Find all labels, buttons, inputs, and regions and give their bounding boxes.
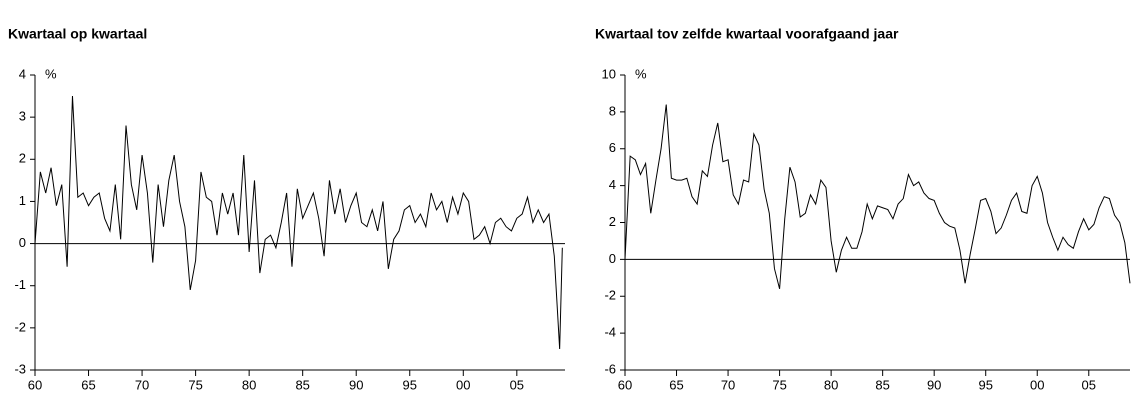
x-tick-label: 90 bbox=[349, 377, 363, 392]
y-tick-label: -3 bbox=[14, 361, 26, 376]
y-tick-label: 1 bbox=[19, 193, 26, 208]
x-tick-label: 80 bbox=[242, 377, 256, 392]
y-tick-label: -6 bbox=[604, 361, 616, 376]
x-tick-label: 65 bbox=[669, 377, 683, 392]
x-tick-label: 70 bbox=[135, 377, 149, 392]
chart-title: Kwartaal op kwartaal bbox=[8, 26, 147, 42]
y-tick-label: 4 bbox=[609, 177, 616, 192]
y-tick-label: 4 bbox=[19, 66, 26, 81]
data-line bbox=[34, 96, 563, 349]
x-tick-label: 80 bbox=[824, 377, 838, 392]
x-tick-label: 65 bbox=[81, 377, 95, 392]
x-tick-label: 75 bbox=[188, 377, 202, 392]
unit-label: % bbox=[635, 66, 647, 81]
x-tick-label: 00 bbox=[456, 377, 470, 392]
unit-label: % bbox=[45, 66, 57, 81]
x-tick-label: 75 bbox=[772, 377, 786, 392]
y-tick-label: -2 bbox=[604, 288, 616, 303]
y-tick-label: 10 bbox=[602, 66, 616, 81]
x-tick-label: 05 bbox=[510, 377, 524, 392]
chart-title: Kwartaal tov zelfde kwartaal voorafgaand… bbox=[595, 26, 899, 42]
x-tick-label: 60 bbox=[28, 377, 42, 392]
y-tick-label: 0 bbox=[609, 251, 616, 266]
y-tick-label: 2 bbox=[609, 214, 616, 229]
y-tick-label: 2 bbox=[19, 151, 26, 166]
x-tick-label: 05 bbox=[1082, 377, 1096, 392]
y-tick-label: -2 bbox=[14, 319, 26, 334]
x-tick-label: 90 bbox=[927, 377, 941, 392]
y-tick-label: 6 bbox=[609, 140, 616, 155]
data-line bbox=[624, 104, 1131, 290]
x-tick-label: 70 bbox=[721, 377, 735, 392]
x-tick-label: 85 bbox=[295, 377, 309, 392]
x-tick-label: 85 bbox=[875, 377, 889, 392]
x-tick-label: 60 bbox=[618, 377, 632, 392]
y-tick-label: -1 bbox=[14, 277, 26, 292]
y-tick-label: 3 bbox=[19, 109, 26, 124]
x-tick-label: 95 bbox=[403, 377, 417, 392]
x-tick-label: 00 bbox=[1030, 377, 1044, 392]
y-tick-label: 0 bbox=[19, 235, 26, 250]
y-tick-label: -4 bbox=[604, 325, 616, 340]
y-tick-label: 8 bbox=[609, 103, 616, 118]
x-tick-label: 95 bbox=[978, 377, 992, 392]
